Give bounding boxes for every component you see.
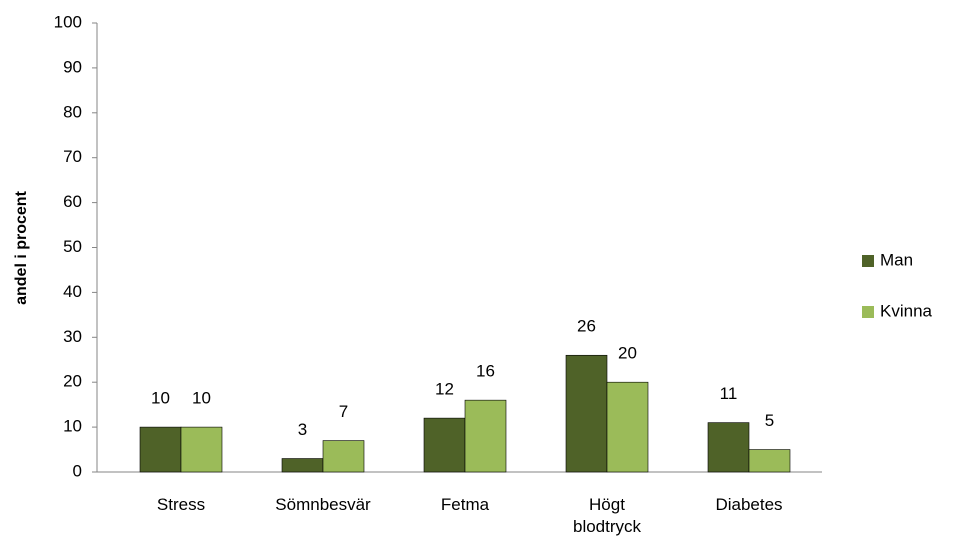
- data-label: 26: [577, 317, 596, 336]
- bar: [707, 422, 750, 473]
- data-label: 10: [192, 389, 211, 408]
- bar: [565, 354, 608, 473]
- y-tick-label: 80: [63, 102, 82, 121]
- y-tick-label: 40: [63, 282, 82, 301]
- x-tick-label: Stress: [156, 495, 206, 514]
- x-tick-label: Högt blodtryck: [572, 495, 642, 536]
- y-tick-label: 90: [63, 57, 82, 76]
- data-label: 20: [618, 344, 637, 363]
- data-label: 11: [720, 384, 738, 403]
- data-label: 16: [476, 362, 495, 381]
- y-axis-label: andel i procent: [13, 190, 30, 304]
- bar: [464, 399, 507, 473]
- data-label: 7: [339, 402, 348, 421]
- bar: [281, 458, 324, 473]
- legend-label: Kvinna: [880, 301, 933, 320]
- x-tick-label: Diabetes: [715, 495, 783, 514]
- y-tick-label: 30: [63, 327, 82, 346]
- y-tick-label: 60: [63, 192, 82, 211]
- legend-swatch: [862, 255, 874, 267]
- y-tick-label: 70: [63, 147, 82, 166]
- bar: [180, 426, 223, 473]
- x-tick-label: Sömnbesvär: [275, 495, 371, 514]
- bar: [748, 449, 791, 473]
- bar: [606, 381, 649, 473]
- data-label: 5: [765, 411, 774, 430]
- bar: [322, 440, 365, 473]
- y-tick-label: 0: [73, 461, 82, 480]
- bar: [139, 426, 182, 473]
- data-label: 10: [151, 389, 170, 408]
- data-label: 12: [435, 380, 454, 399]
- y-tick-label: 10: [63, 417, 82, 436]
- y-tick-label: 20: [63, 372, 82, 391]
- data-label: 3: [298, 420, 307, 439]
- legend-label: Man: [880, 250, 913, 269]
- legend-swatch: [862, 306, 874, 318]
- y-tick-label: 50: [63, 237, 82, 256]
- x-tick-label: Fetma: [440, 495, 490, 514]
- y-tick-label: 100: [54, 12, 82, 31]
- bar: [423, 417, 466, 473]
